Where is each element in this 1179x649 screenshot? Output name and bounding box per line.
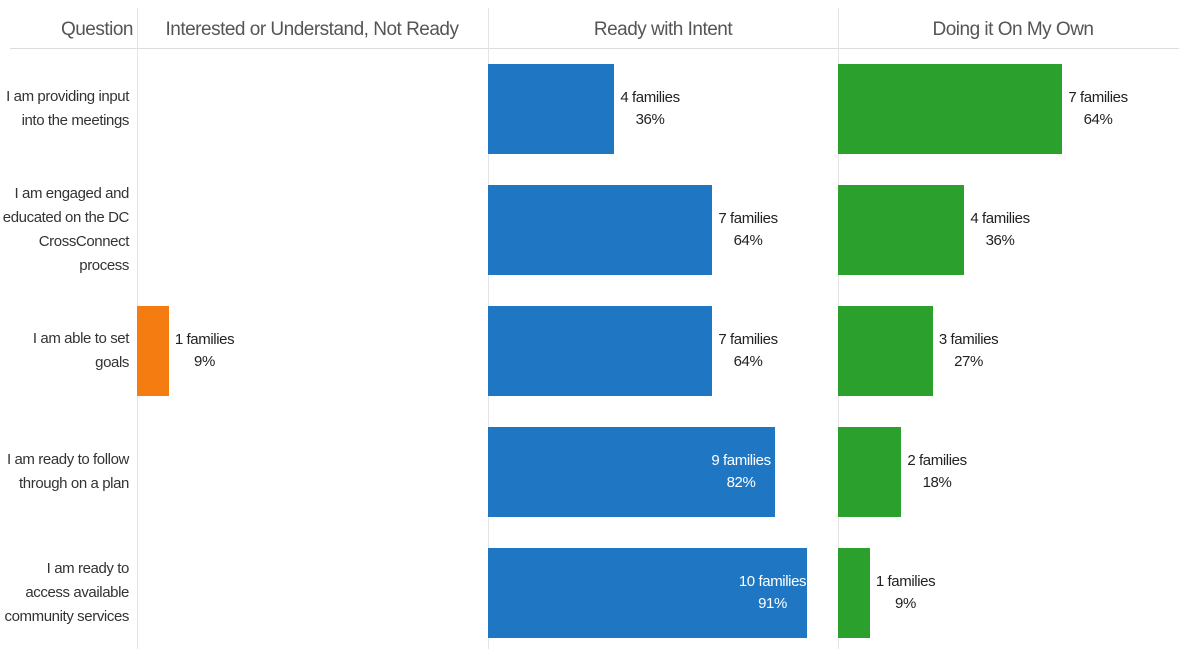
- value-label: 7 families: [718, 210, 778, 227]
- bar: [488, 185, 712, 275]
- percent-label: 64%: [1083, 111, 1113, 128]
- bar: [838, 64, 1062, 154]
- column-header: Interested or Understand, Not Ready: [165, 19, 459, 40]
- percent-label: 82%: [726, 474, 756, 491]
- percent-label: 64%: [733, 353, 763, 370]
- column-header: Question: [60, 19, 134, 40]
- row-label: I am ready to follow through on a plan: [6, 451, 129, 492]
- bar: [488, 427, 775, 517]
- header-divider: [10, 48, 1179, 49]
- value-label: 1 families: [875, 573, 936, 590]
- percent-label: 91%: [758, 595, 787, 612]
- bar: [488, 548, 807, 638]
- column-header: Ready with Intent: [593, 19, 733, 40]
- percent-label: 27%: [954, 353, 983, 370]
- bar: [488, 306, 712, 396]
- value-label: 7 families: [1068, 89, 1128, 106]
- bar: [137, 306, 169, 396]
- bar: [838, 427, 901, 517]
- percent-label: 64%: [733, 232, 763, 249]
- column-header: Doing it On My Own: [932, 19, 1095, 40]
- percent-label: 36%: [985, 232, 1015, 249]
- bar: [838, 306, 933, 396]
- percent-label: 36%: [635, 111, 665, 128]
- bar: [838, 185, 964, 275]
- percent-label: 9%: [895, 595, 916, 612]
- value-label: 4 families: [620, 89, 680, 106]
- row-label: I am ready to access available community…: [4, 560, 130, 625]
- value-label: 7 families: [718, 331, 778, 348]
- value-label: 1 families: [174, 331, 235, 348]
- value-label: 4 families: [970, 210, 1030, 227]
- row-label: I am able to set goals: [32, 330, 130, 371]
- bar: [488, 64, 614, 154]
- value-label: 9 families: [711, 452, 771, 469]
- value-label: 3 families: [938, 331, 999, 348]
- percent-label: 9%: [194, 353, 215, 370]
- value-label: 2 families: [907, 452, 967, 469]
- percent-label: 18%: [922, 474, 952, 491]
- value-label: 10 families: [738, 573, 807, 590]
- row-label: I am providing input into the meetings: [6, 88, 129, 129]
- bar: [838, 548, 870, 638]
- row-label: I am engaged and educated on the DC Cros…: [2, 185, 130, 274]
